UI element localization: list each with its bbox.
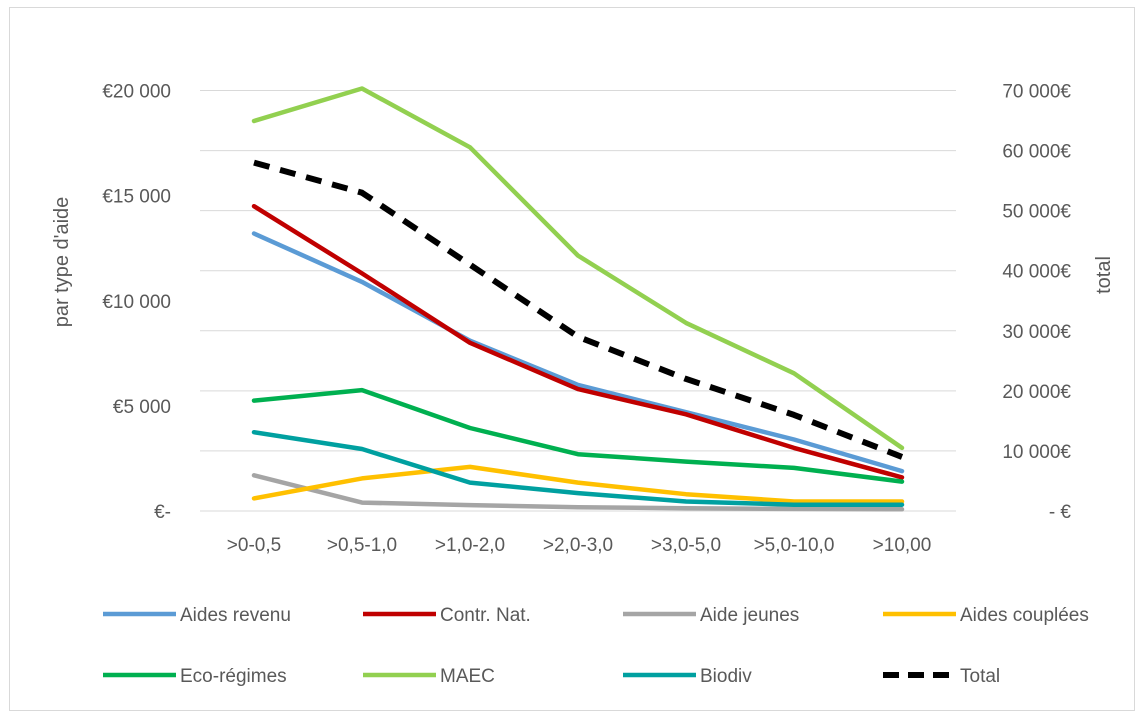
legend-label: Aides couplées: [960, 605, 1089, 626]
y-tick-label-right: 40 000€: [1002, 262, 1071, 283]
x-tick-label: >0,5-1,0: [327, 535, 397, 556]
series-line-maec: [251, 86, 905, 451]
y-tick-label-right: 60 000€: [1002, 142, 1071, 163]
legend-item: Total: [883, 666, 1000, 687]
legend-label: Contr. Nat.: [440, 605, 531, 626]
x-tick-label: >0-0,5: [227, 535, 281, 556]
y-tick-label-left: €10 000: [102, 292, 171, 313]
x-tick-label: >5,0-10,0: [754, 535, 835, 556]
series-lines: [251, 86, 905, 512]
y-axis-title-right: total: [1093, 256, 1115, 294]
gridlines: [200, 90, 956, 512]
legend-label: Total: [960, 666, 1000, 687]
legend-label: Aides revenu: [180, 605, 291, 626]
x-tick-label: >3,0-5,0: [651, 535, 721, 556]
y-tick-label-right: - €: [1049, 502, 1072, 523]
y-tick-label-left: €5 000: [113, 397, 171, 418]
y-tick-label-right: 30 000€: [1002, 322, 1071, 343]
y-tick-label-right: 20 000€: [1002, 382, 1071, 403]
y-tick-label-left: €20 000: [102, 82, 171, 103]
series-line-aides-revenu: [251, 231, 905, 474]
legend: Aides revenu Contr. Nat. Aide jeunes Aides …: [103, 605, 1089, 687]
series-line-aide-jeunes: [251, 473, 905, 512]
y-tick-label-right: 50 000€: [1002, 202, 1071, 223]
legend-item: Contr. Nat.: [363, 605, 531, 626]
legend-label: MAEC: [440, 666, 495, 687]
series-line-biodiv: [251, 429, 905, 507]
series-line-total: [253, 159, 904, 460]
y-tick-label-left: €15 000: [102, 187, 171, 208]
x-tick-label: >10,00: [873, 535, 932, 556]
series-line-aides-coupl-es: [251, 464, 905, 504]
legend-item: MAEC: [363, 666, 495, 687]
legend-label: Aide jeunes: [700, 605, 799, 626]
axis-labels: par type d'aide total €- €5 000 €10 000 €15…: [51, 82, 1115, 556]
chart-frame: [9, 7, 1135, 711]
series-line-eco-r-gimes: [251, 387, 905, 484]
legend-item: Aides couplées: [883, 605, 1089, 626]
series-line-contr-nat: [251, 203, 905, 480]
y-tick-label-right: 10 000€: [1002, 442, 1071, 463]
y-axis-title-left: par type d'aide: [51, 197, 73, 328]
legend-item: Aide jeunes: [623, 605, 799, 626]
y-tick-label-right: 70 000€: [1002, 82, 1071, 103]
legend-item: Eco-régimes: [103, 666, 287, 687]
legend-label: Biodiv: [700, 666, 752, 687]
legend-item: Biodiv: [623, 666, 752, 687]
legend-item: Aides revenu: [103, 605, 291, 626]
legend-label: Eco-régimes: [180, 666, 287, 687]
x-tick-label: >1,0-2,0: [435, 535, 505, 556]
y-tick-label-left: €-: [154, 502, 171, 523]
x-tick-label: >2,0-3,0: [543, 535, 613, 556]
